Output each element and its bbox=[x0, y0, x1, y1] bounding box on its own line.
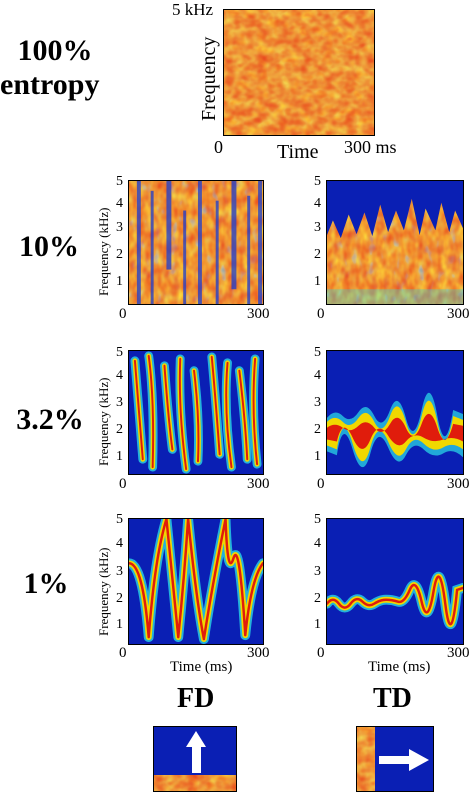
row1-td-x-axis-label: Time (ms) bbox=[368, 659, 431, 675]
ytick: 2 bbox=[116, 247, 123, 262]
row32-td-x-min: 0 bbox=[317, 476, 325, 492]
td-direction-icon bbox=[356, 726, 434, 792]
row1-td-x-min: 0 bbox=[317, 645, 325, 661]
row1-fd-x-max: 300 bbox=[247, 645, 270, 661]
ytick: 1 bbox=[314, 617, 321, 632]
row10-fd-x-min: 0 bbox=[119, 306, 127, 322]
row-label-entropy: entropy bbox=[0, 68, 100, 101]
row1-fd-x-axis-label: Time (ms) bbox=[170, 659, 233, 675]
row-label-10: 10% bbox=[19, 230, 79, 263]
ytick: 2 bbox=[314, 422, 321, 437]
ytick: 2 bbox=[314, 247, 321, 262]
row32-fd-x-min: 0 bbox=[119, 476, 127, 492]
ytick: 4 bbox=[314, 368, 321, 383]
ytick: 1 bbox=[116, 617, 123, 632]
row32-fd-x-max: 300 bbox=[247, 476, 270, 492]
column-label-fd: FD bbox=[177, 683, 215, 714]
row-label-1: 1% bbox=[23, 567, 69, 600]
top-spectrogram bbox=[223, 9, 375, 136]
up-arrow-icon bbox=[186, 731, 206, 773]
row1-fd-x-min: 0 bbox=[119, 645, 127, 661]
top-x-min-label: 0 bbox=[214, 137, 223, 157]
ytick: 2 bbox=[116, 591, 123, 606]
ytick: 3 bbox=[116, 395, 123, 410]
ytick: 5 bbox=[314, 345, 321, 360]
top-y-axis-label: Frequency bbox=[198, 36, 220, 121]
top-y-max-label: 5 kHz bbox=[172, 0, 214, 19]
row10-td-spectrogram bbox=[326, 180, 464, 305]
ytick: 5 bbox=[314, 512, 321, 527]
ytick: 1 bbox=[116, 449, 123, 464]
ytick: 1 bbox=[314, 449, 321, 464]
ytick: 2 bbox=[314, 591, 321, 606]
ytick: 5 bbox=[116, 512, 123, 527]
row32-td-x-max: 300 bbox=[447, 476, 470, 492]
row10-fd-x-max: 300 bbox=[247, 306, 270, 322]
row1-td-spectrogram bbox=[326, 518, 464, 645]
ytick: 1 bbox=[116, 274, 123, 289]
ytick: 3 bbox=[314, 220, 321, 235]
row1-fd-spectrogram bbox=[128, 518, 264, 645]
row-label-3-2: 3.2% bbox=[16, 403, 84, 436]
row32-td-spectrogram bbox=[326, 350, 464, 475]
ytick: 3 bbox=[314, 395, 321, 410]
right-arrow-icon bbox=[379, 749, 429, 771]
ytick: 4 bbox=[116, 536, 123, 551]
ytick: 3 bbox=[116, 564, 123, 579]
row32-fd-spectrogram bbox=[128, 350, 264, 475]
ytick: 5 bbox=[116, 345, 123, 360]
top-x-max-label: 300 ms bbox=[344, 137, 397, 157]
row10-fd-spectrogram bbox=[128, 180, 264, 305]
row-label-100: 100% bbox=[17, 34, 93, 67]
row10-td-x-max: 300 bbox=[447, 306, 470, 322]
ytick: 4 bbox=[116, 368, 123, 383]
ytick: 2 bbox=[116, 422, 123, 437]
row10-fd-y-axis-label: Frequency (kHz) bbox=[96, 207, 111, 296]
row10-td-x-min: 0 bbox=[317, 306, 325, 322]
ytick: 3 bbox=[116, 220, 123, 235]
row32-fd-y-axis-label: Frequency (kHz) bbox=[96, 377, 111, 466]
top-x-axis-label: Time bbox=[277, 141, 319, 163]
ytick: 1 bbox=[314, 274, 321, 289]
fd-direction-icon bbox=[153, 726, 237, 792]
row1-fd-y-axis-label: Frequency (kHz) bbox=[96, 547, 111, 636]
ytick: 4 bbox=[314, 536, 321, 551]
ytick: 5 bbox=[116, 174, 123, 189]
column-label-td: TD bbox=[373, 683, 412, 714]
ytick: 3 bbox=[314, 564, 321, 579]
ytick: 4 bbox=[116, 196, 123, 211]
row1-td-x-max: 300 bbox=[447, 645, 470, 661]
ytick: 5 bbox=[314, 174, 321, 189]
ytick: 4 bbox=[314, 196, 321, 211]
